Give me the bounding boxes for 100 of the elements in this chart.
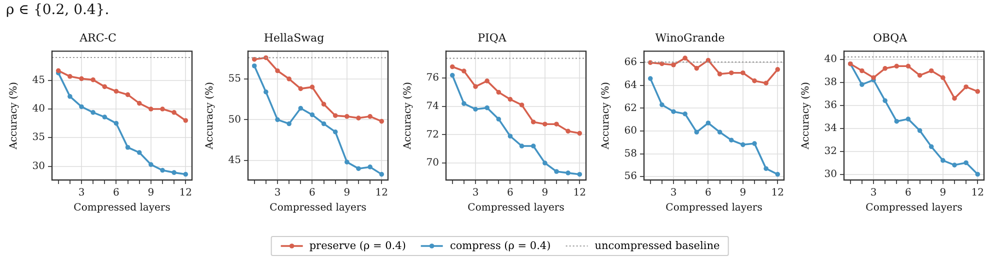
point [298,86,304,92]
x-tick-label: 3 [274,188,281,199]
point [917,72,922,78]
x-tick-label: 12 [573,188,586,199]
x-tick-label: 9 [940,188,946,199]
point [577,130,582,136]
point [717,130,722,135]
legend-label: compress (ρ = 0.4) [450,240,551,252]
y-tick-label: 30 [824,168,837,180]
point [871,75,876,80]
point [125,92,130,98]
x-axis-title: Compressed layers [74,202,170,214]
point [882,66,888,71]
point [928,68,934,74]
point [172,110,176,115]
x-axis-title: Compressed layers [468,202,564,214]
point [519,102,524,108]
x-tick-label: 12 [971,188,984,199]
point [356,116,361,120]
chart-title: WinoGrande [655,31,725,44]
point [752,141,757,146]
point [356,166,361,171]
point [940,158,946,163]
point [148,106,154,112]
point [473,106,478,112]
point [964,160,968,166]
point [310,112,315,118]
point [450,72,455,78]
point [775,67,780,72]
x-tick-label: 9 [344,188,350,199]
point [310,84,315,90]
x-tick-label: 9 [740,188,746,199]
point [136,100,142,106]
point [952,162,957,168]
point [554,169,559,174]
point [682,56,688,60]
text: ρ ∈ {0.2, 0.4}. [6,2,110,18]
point [530,120,536,124]
y-tick-label: 74 [426,100,439,112]
point [764,166,768,171]
y-tick-label: 70 [426,158,439,169]
point [172,170,176,175]
point [79,76,84,82]
y-tick-label: 36 [824,100,837,111]
y-tick-label: 45 [228,155,241,166]
point [484,105,490,110]
point [975,172,980,177]
point [928,144,934,150]
y-tick-label: 58 [624,148,637,160]
point [90,110,96,115]
point [906,116,911,122]
point [183,172,188,177]
point [740,142,746,148]
y-tick-label: 55 [228,74,241,85]
x-tick-label: 6 [113,188,120,199]
point [496,90,502,95]
y-tick-label: 60 [624,126,637,137]
y-axis-title: Accuracy (%) [204,82,216,150]
y-tick-label: 34 [824,122,837,134]
y-tick-label: 50 [228,114,241,126]
point [379,118,384,124]
point [148,162,154,167]
point [368,164,372,170]
chart-title: PIQA [478,31,508,44]
y-tick-label: 62 [624,102,637,114]
point [882,98,888,104]
point [332,130,338,134]
y-tick-label: 38 [824,76,837,88]
point [508,96,513,102]
x-tick-label: 12 [771,188,784,199]
point [975,89,980,94]
point [917,128,922,133]
point [894,118,900,124]
point [68,94,72,99]
point [56,68,61,74]
x-tick-label: 6 [905,188,912,199]
point [860,68,864,74]
y-axis-title: Accuracy (%) [8,82,20,150]
point [462,101,466,106]
point [660,102,664,108]
x-tick-label: 3 [472,188,479,199]
point [484,78,490,84]
y-tick-label: 40 [32,104,45,115]
x-tick-label: 6 [705,188,712,199]
point [264,90,268,94]
point [321,121,326,126]
point [764,80,768,86]
y-tick-label: 64 [624,80,637,91]
x-tick-label: 9 [148,188,154,199]
y-tick-label: 35 [32,132,45,144]
point [508,134,513,139]
x-tick-label: 12 [179,188,192,199]
point [114,120,119,126]
point [496,116,502,122]
point [275,117,280,122]
x-tick-label: 3 [78,188,85,199]
point [114,88,119,94]
point [706,120,711,126]
point [542,160,548,166]
point [183,118,188,123]
